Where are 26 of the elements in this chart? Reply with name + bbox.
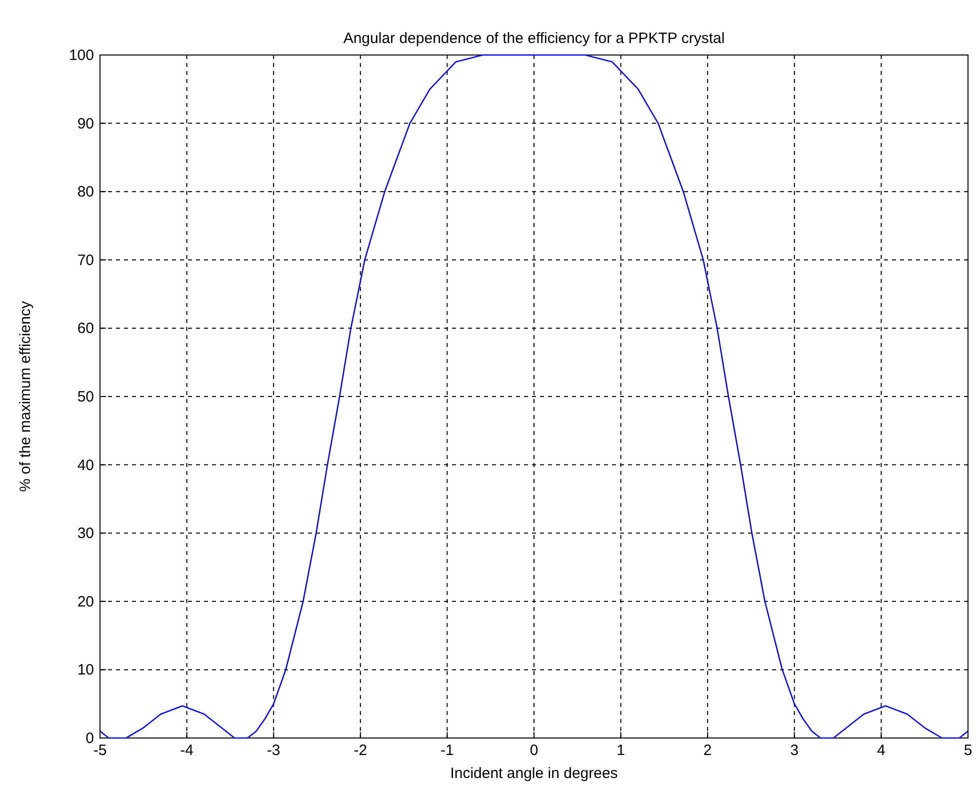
y-tick-label: 90 <box>77 115 94 132</box>
y-tick-label: 70 <box>77 252 94 269</box>
x-tick-label: 5 <box>964 742 972 759</box>
x-tick-label: 0 <box>530 742 538 759</box>
y-tick-label: 30 <box>77 525 94 542</box>
y-axis-title: % of the maximum efficiency <box>17 300 34 492</box>
x-tick-label: 3 <box>790 742 799 759</box>
x-tick-label: -5 <box>93 742 107 759</box>
y-tick-label: 20 <box>77 593 94 610</box>
y-tick-label: 60 <box>77 320 94 338</box>
x-tick-label: -4 <box>180 742 194 759</box>
y-tick-label: 40 <box>77 456 94 474</box>
x-tick-label: 2 <box>703 742 712 759</box>
x-tick-label: 1 <box>616 742 625 759</box>
y-tick-label: 10 <box>77 662 94 679</box>
chart-title: Angular dependence of the efficiency for a PPKTP crystal <box>343 30 725 47</box>
line-series <box>99 54 969 739</box>
y-tick-label: 80 <box>77 184 94 201</box>
x-tick-label: 4 <box>877 742 886 759</box>
y-tick-label: 50 <box>77 388 94 406</box>
y-tick-label: 0 <box>86 730 94 747</box>
x-tick-label: -2 <box>354 742 368 759</box>
x-axis-title: Incident angle in degrees <box>450 765 618 782</box>
x-tick-label: -1 <box>440 742 454 759</box>
y-tick-label: 100 <box>68 47 94 64</box>
x-tick-label: -3 <box>266 742 280 759</box>
